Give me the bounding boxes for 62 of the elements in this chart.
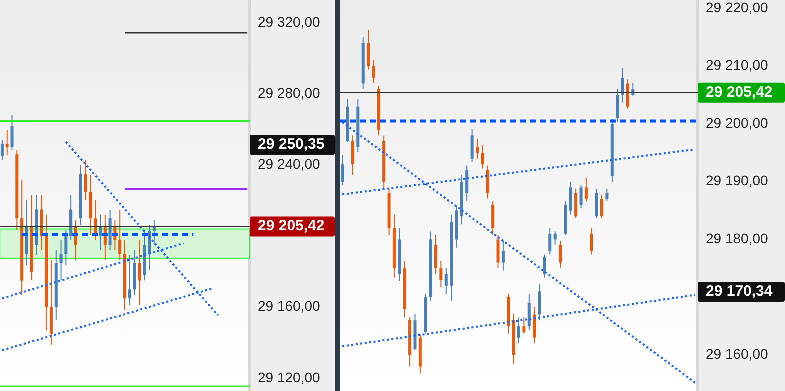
- candlestick: [138, 240, 142, 306]
- text: 29 250,35: [258, 136, 325, 153]
- candlestick: [440, 260, 443, 288]
- y-tick-label: 29 120,00: [258, 369, 320, 386]
- ref-line-label: 29 205,42: [258, 218, 325, 235]
- candlestick: [481, 145, 484, 170]
- candlestick: [574, 188, 578, 219]
- candlestick: [621, 68, 624, 104]
- candlestick: [372, 60, 376, 84]
- candlestick: [98, 214, 102, 251]
- candlestick: [470, 128, 474, 163]
- candlestick: [595, 188, 598, 219]
- candlestick: [6, 130, 9, 156]
- candlestick: [616, 89, 620, 123]
- candlestick: [351, 135, 354, 176]
- candlestick: [584, 178, 588, 202]
- candlestick: [554, 231, 557, 246]
- candlestick: [518, 317, 520, 344]
- candlestick: [590, 228, 594, 256]
- candlestick: [580, 184, 583, 209]
- candlestick: [522, 317, 526, 334]
- y-tick-label: 29 160,00: [706, 346, 768, 362]
- candlestick: [0, 140, 4, 161]
- candlestick: [466, 165, 469, 202]
- y-tick-label: 29 190,00: [706, 172, 768, 189]
- ref-line-label: 29 205,42: [706, 84, 773, 101]
- y-tick-label: 29 180,00: [706, 230, 768, 246]
- y-tick-label: 29 280,00: [258, 84, 320, 101]
- candlestick: [569, 181, 572, 216]
- candlestick: [444, 267, 448, 294]
- candlestick: [434, 234, 438, 275]
- candlestick: [600, 194, 604, 219]
- y-tick-label: 29 200,00: [706, 114, 768, 131]
- candlestick: [118, 210, 122, 261]
- candlestick: [559, 240, 562, 268]
- candlestick: [476, 138, 479, 160]
- candlestick: [10, 114, 14, 151]
- candlestick: [152, 220, 156, 246]
- candlestick: [548, 228, 552, 256]
- text: 29 170,34: [706, 282, 774, 300]
- candlestick: [84, 160, 88, 201]
- candlestick: [60, 240, 63, 281]
- candlestick: [502, 240, 505, 272]
- y-tick-label: 29 220,00: [706, 0, 768, 16]
- candlestick: [538, 284, 542, 322]
- candlestick: [533, 306, 536, 344]
- y-tick-label: 29 240,00: [258, 156, 320, 172]
- candlestick: [128, 254, 132, 306]
- candlestick: [492, 201, 495, 236]
- candlestick: [486, 165, 490, 200]
- y-tick-label: 29 320,00: [258, 14, 320, 30]
- candlestick: [367, 30, 370, 70]
- y-tick-label: 29 160,00: [258, 298, 320, 314]
- candlestick: [496, 234, 500, 268]
- candlestick: [148, 224, 152, 271]
- candlestick: [626, 79, 630, 110]
- candlestick: [64, 230, 68, 266]
- candlestick: [341, 154, 344, 186]
- candlestick: [543, 254, 546, 278]
- candlestick: [528, 293, 531, 331]
- candlestick: [606, 188, 609, 202]
- y-tick-label: 29 210,00: [706, 57, 768, 74]
